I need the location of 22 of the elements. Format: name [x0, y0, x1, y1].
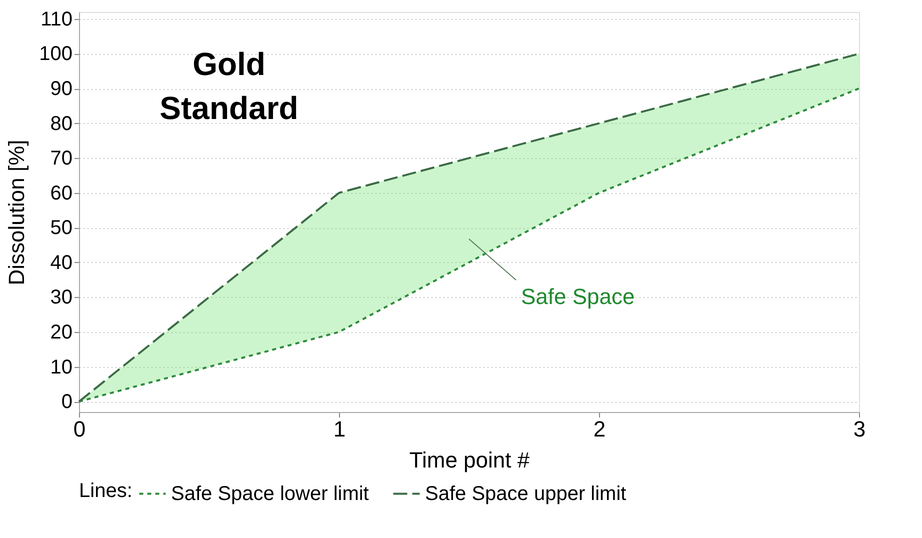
x-tick-label: 3 [853, 416, 866, 442]
y-axis-title: Dissolution [%] [4, 140, 30, 286]
x-tick-label: 2 [593, 416, 606, 442]
y-tick-label: 100 [39, 43, 72, 66]
y-tick-label: 80 [50, 112, 72, 135]
legend-label: Safe Space lower limit [171, 482, 370, 505]
y-tick-label: 30 [50, 286, 72, 309]
y-tick-label: 60 [50, 182, 72, 204]
x-axis-title: Time point # [409, 448, 530, 472]
legend-title: Lines: [79, 480, 132, 502]
y-tick-label: 20 [50, 322, 72, 344]
y-tick-label: 40 [50, 252, 72, 274]
y-tick-label: 70 [50, 148, 72, 170]
annotation: Gold Standard [160, 46, 298, 126]
y-tick-label: 10 [50, 356, 72, 378]
y-tick-label: 90 [50, 78, 72, 100]
y-tick-label: 110 [40, 8, 72, 30]
x-tick-label: 1 [333, 416, 346, 442]
annotation: Safe Space [521, 284, 635, 309]
y-tick-label: 50 [50, 217, 72, 240]
legend-label: Safe Space upper limit [425, 482, 627, 505]
y-tick-label: 0 [61, 391, 72, 414]
